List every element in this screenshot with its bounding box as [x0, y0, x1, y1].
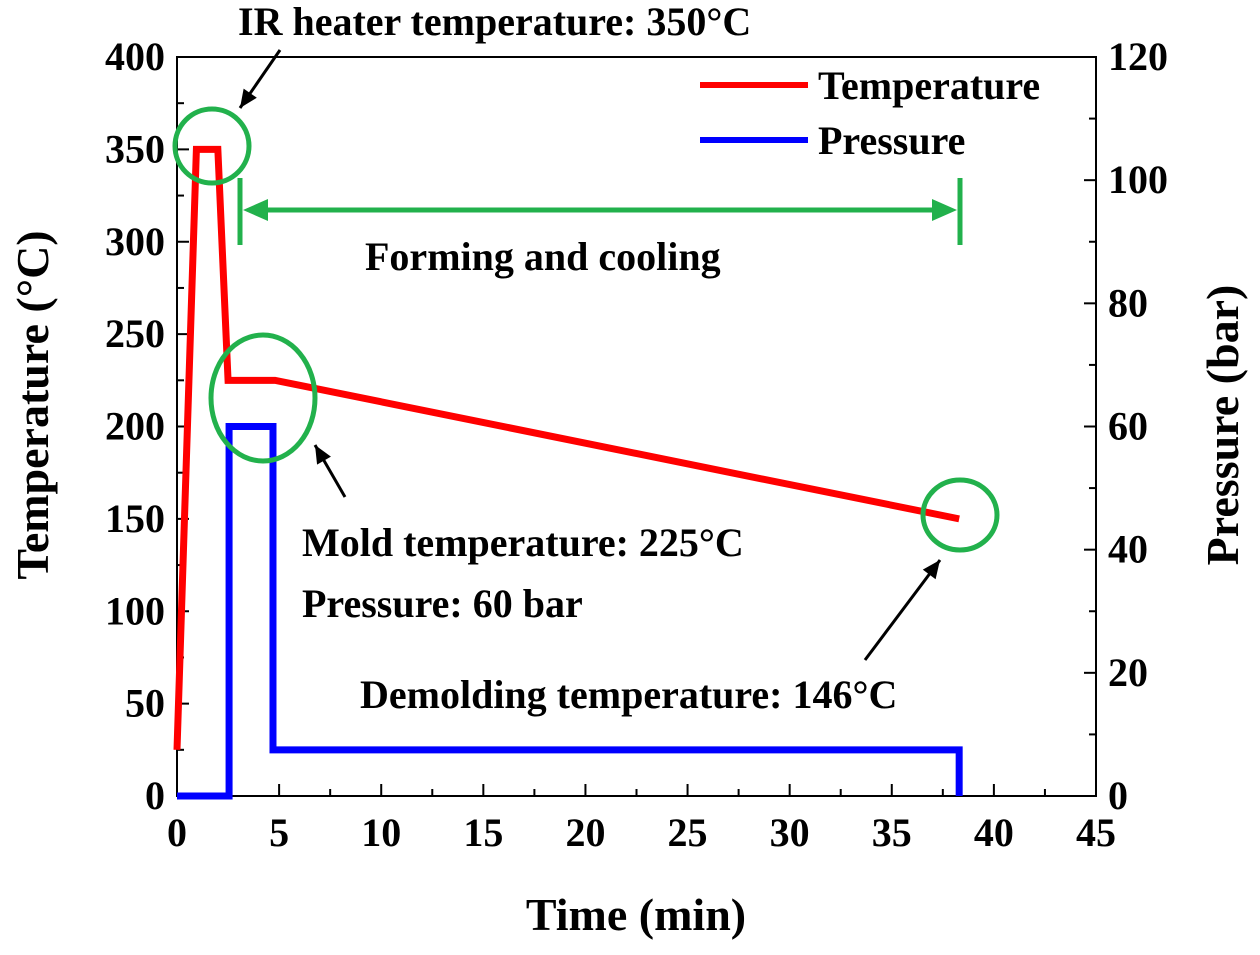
annotation-mold: Mold temperature: 225°C — [302, 520, 744, 565]
y2-tick-label: 100 — [1108, 157, 1168, 202]
arrow-demolding-head — [922, 560, 940, 580]
x-axis-label: Time (min) — [526, 889, 746, 940]
y-tick-label: 250 — [105, 311, 165, 356]
x-tick-label: 45 — [1076, 810, 1116, 855]
axes: 0 5 10 15 20 25 30 35 40 450501001502002503003504… — [105, 34, 1168, 855]
x-tick-label: 10 — [361, 810, 401, 855]
highlight-circle-demolding — [920, 477, 1000, 553]
annotations: IR heater temperature: 350°C Forming and… — [172, 0, 1000, 717]
y2-tick-label: 20 — [1108, 650, 1148, 695]
annotation-demolding: Demolding temperature: 146°C — [360, 672, 897, 717]
x-tick-label: 25 — [668, 810, 708, 855]
y-tick-label: 100 — [105, 588, 165, 633]
forming-arrow-head-right — [932, 199, 957, 221]
y2-tick-label: 40 — [1108, 527, 1148, 572]
highlight-circle-ir-heater — [172, 106, 252, 186]
annotation-ir-heater: IR heater temperature: 350°C — [238, 0, 751, 44]
arrow-mold-head — [315, 445, 331, 465]
y2-axis-label: Pressure (bar) — [1197, 285, 1248, 566]
x-tick-label: 30 — [770, 810, 810, 855]
forming-arrow-head-left — [243, 199, 268, 221]
legend: Temperature Pressure — [700, 63, 1040, 163]
annotation-forming: Forming and cooling — [365, 234, 721, 279]
y2-tick-label: 120 — [1108, 34, 1168, 79]
y-tick-label: 50 — [125, 681, 165, 726]
y-tick-label: 350 — [105, 126, 165, 171]
annotation-pressure: Pressure: 60 bar — [302, 581, 583, 626]
series-line-temperature — [173, 145, 960, 750]
y2-tick-label: 60 — [1108, 404, 1148, 449]
y-tick-label: 300 — [105, 219, 165, 264]
legend-label-pressure: Pressure — [818, 118, 965, 163]
arrow-demolding-line — [863, 559, 942, 661]
legend-label-temperature: Temperature — [818, 63, 1040, 108]
x-tick-label: 0 — [167, 810, 187, 855]
arrow-ir-heater-head — [240, 88, 257, 108]
y-tick-label: 400 — [105, 34, 165, 79]
highlight-circle-mold — [208, 332, 318, 464]
series — [173, 145, 963, 800]
x-tick-label: 5 — [269, 810, 289, 855]
y-tick-label: 0 — [145, 773, 165, 818]
x-tick-label: 20 — [565, 810, 605, 855]
x-tick-label: 15 — [463, 810, 503, 855]
y2-tick-label: 80 — [1108, 280, 1148, 325]
y-tick-label: 150 — [105, 496, 165, 541]
y-axis-label: Temperature (°C) — [7, 230, 58, 579]
series-line-pressure — [177, 423, 963, 800]
y-tick-label: 200 — [105, 404, 165, 449]
x-tick-label: 35 — [872, 810, 912, 855]
y2-tick-label: 0 — [1108, 773, 1128, 818]
x-tick-label: 40 — [974, 810, 1014, 855]
